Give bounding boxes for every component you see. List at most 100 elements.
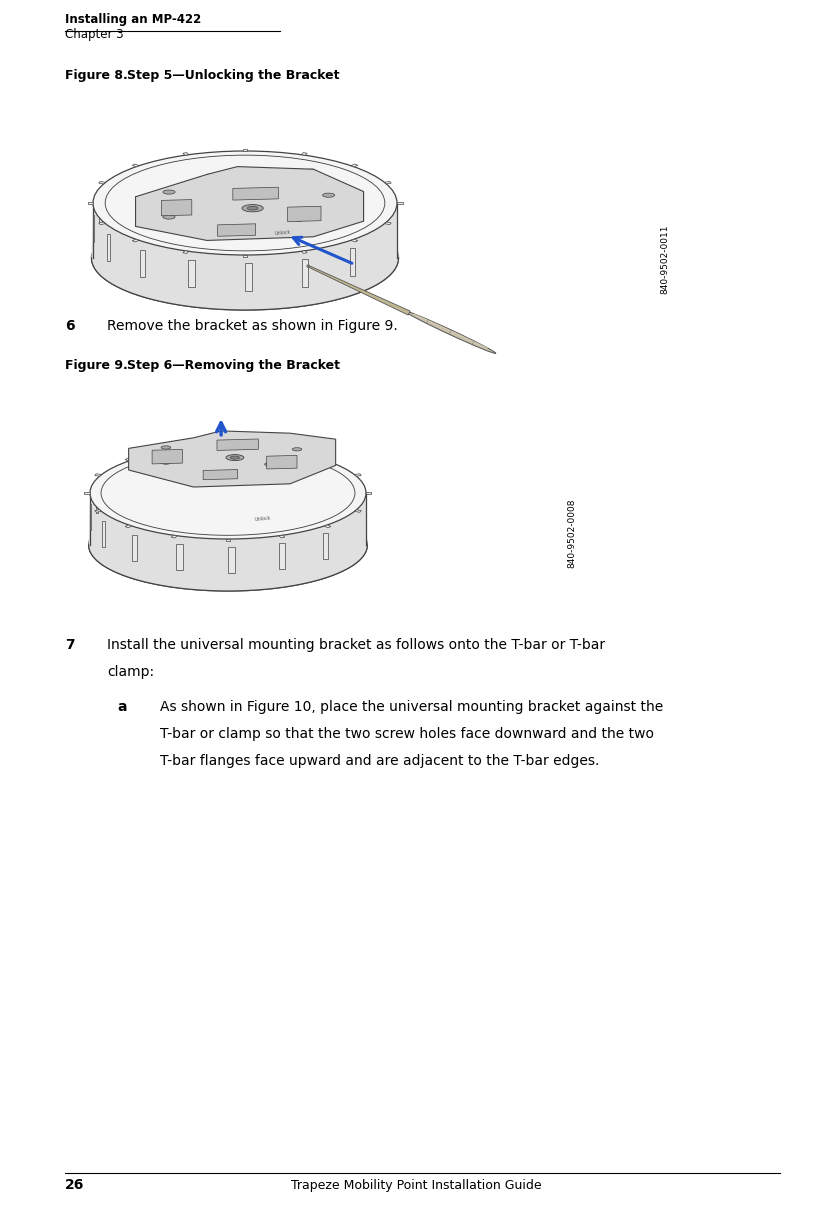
Polygon shape: [217, 440, 259, 451]
Ellipse shape: [292, 217, 305, 221]
Polygon shape: [226, 444, 230, 447]
Polygon shape: [171, 535, 177, 538]
Text: Unlock: Unlock: [254, 515, 271, 521]
Polygon shape: [233, 187, 279, 200]
Polygon shape: [136, 192, 364, 226]
Polygon shape: [301, 250, 307, 254]
Text: Chapter 3: Chapter 3: [65, 28, 124, 42]
Text: clamp:: clamp:: [107, 665, 154, 679]
Polygon shape: [87, 203, 93, 204]
Polygon shape: [324, 525, 331, 527]
Ellipse shape: [404, 311, 496, 353]
Polygon shape: [301, 153, 307, 155]
Ellipse shape: [265, 463, 275, 466]
Polygon shape: [309, 266, 410, 315]
Text: Step 6—Removing the Bracket: Step 6—Removing the Bracket: [127, 359, 340, 372]
Polygon shape: [125, 458, 131, 462]
Polygon shape: [245, 264, 252, 291]
Text: Remove the bracket as shown in Figure 9.: Remove the bracket as shown in Figure 9.: [107, 319, 398, 333]
Ellipse shape: [90, 447, 366, 538]
Ellipse shape: [89, 499, 368, 591]
Polygon shape: [228, 547, 235, 573]
Polygon shape: [132, 535, 137, 560]
Polygon shape: [176, 543, 183, 570]
Polygon shape: [323, 534, 328, 559]
Polygon shape: [384, 182, 391, 184]
Polygon shape: [106, 233, 110, 261]
Polygon shape: [85, 492, 90, 495]
Text: Unlock: Unlock: [275, 230, 291, 237]
Polygon shape: [161, 199, 192, 216]
Polygon shape: [218, 223, 255, 237]
Text: 840-9502-0011: 840-9502-0011: [661, 225, 670, 294]
Polygon shape: [351, 164, 358, 167]
Polygon shape: [125, 525, 131, 527]
Polygon shape: [324, 458, 331, 462]
Polygon shape: [366, 492, 372, 495]
Polygon shape: [96, 487, 98, 513]
Polygon shape: [279, 448, 285, 451]
Polygon shape: [301, 259, 308, 287]
Ellipse shape: [161, 462, 171, 464]
Polygon shape: [132, 164, 139, 167]
Polygon shape: [266, 455, 297, 469]
Text: 7: 7: [65, 639, 75, 652]
Ellipse shape: [230, 457, 240, 459]
Polygon shape: [243, 255, 247, 258]
Polygon shape: [288, 206, 321, 221]
Polygon shape: [243, 149, 247, 151]
Polygon shape: [129, 431, 335, 487]
Text: Figure 9.: Figure 9.: [65, 359, 128, 372]
Polygon shape: [207, 170, 314, 226]
Text: 6: 6: [65, 319, 75, 333]
Text: T-bar or clamp so that the two screw holes face downward and the two: T-bar or clamp so that the two screw hol…: [160, 726, 654, 741]
Ellipse shape: [163, 190, 175, 194]
Polygon shape: [140, 249, 145, 277]
Text: 26: 26: [65, 1178, 84, 1192]
Ellipse shape: [247, 206, 258, 210]
Text: As shown in Figure 10, place the universal mounting bracket against the: As shown in Figure 10, place the univers…: [160, 700, 663, 714]
Text: a: a: [117, 700, 126, 714]
Ellipse shape: [226, 454, 244, 460]
Ellipse shape: [323, 193, 334, 198]
Text: Step 5—Unlocking the Bracket: Step 5—Unlocking the Bracket: [127, 70, 339, 82]
Ellipse shape: [93, 151, 397, 255]
Polygon shape: [350, 248, 355, 276]
Polygon shape: [226, 538, 230, 541]
Polygon shape: [152, 449, 182, 464]
Polygon shape: [99, 195, 102, 222]
Text: T-bar flanges face upward and are adjacent to the T-bar edges.: T-bar flanges face upward and are adjace…: [160, 755, 599, 768]
Ellipse shape: [92, 206, 399, 310]
Polygon shape: [279, 535, 285, 538]
Polygon shape: [89, 493, 368, 591]
Polygon shape: [354, 510, 361, 513]
Polygon shape: [183, 153, 189, 155]
Polygon shape: [99, 182, 106, 184]
Polygon shape: [171, 448, 177, 451]
Polygon shape: [99, 222, 106, 225]
Polygon shape: [397, 203, 403, 204]
Ellipse shape: [242, 205, 263, 211]
Polygon shape: [102, 521, 105, 547]
Polygon shape: [132, 239, 139, 242]
Text: Trapeze Mobility Point Installation Guide: Trapeze Mobility Point Installation Guid…: [290, 1179, 542, 1192]
Polygon shape: [354, 474, 361, 476]
Text: Installing an MP-422: Installing an MP-422: [65, 13, 201, 26]
Polygon shape: [92, 203, 399, 310]
Polygon shape: [307, 265, 310, 267]
Polygon shape: [188, 260, 195, 287]
Text: Figure 8.: Figure 8.: [65, 70, 128, 82]
Polygon shape: [384, 222, 391, 225]
Ellipse shape: [292, 448, 302, 451]
Polygon shape: [95, 474, 102, 476]
Polygon shape: [203, 470, 238, 480]
Polygon shape: [136, 166, 364, 241]
Text: Install the universal mounting bracket as follows onto the T-bar or T-bar: Install the universal mounting bracket a…: [107, 639, 605, 652]
Ellipse shape: [163, 215, 175, 219]
Text: 840-9502-0008: 840-9502-0008: [567, 498, 577, 568]
Ellipse shape: [161, 446, 171, 449]
Polygon shape: [183, 250, 189, 254]
Polygon shape: [95, 510, 102, 513]
Polygon shape: [351, 239, 358, 242]
Polygon shape: [279, 543, 285, 569]
